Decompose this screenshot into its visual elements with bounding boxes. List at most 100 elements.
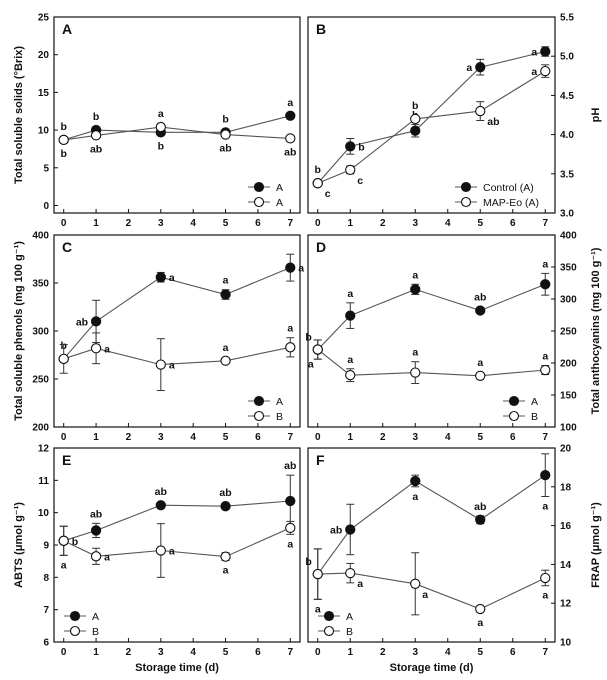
x-tick-label: 5	[477, 432, 483, 443]
significance-letter: a	[223, 342, 229, 354]
y-tick-label: 4.0	[560, 130, 574, 141]
data-point	[410, 475, 421, 487]
significance-letter: b	[93, 111, 99, 123]
legend: AA	[248, 181, 283, 209]
y-tick-label: 3.5	[560, 169, 574, 180]
panel-d: D 0 1 2 3 4 5 6 7 100 150 200 250 300 350 400 Total anth…	[305, 231, 602, 444]
x-tick-label: 1	[347, 647, 353, 658]
legend-label: Control (A)	[483, 182, 534, 194]
legend-marker	[69, 610, 81, 622]
panel-b: B012345673.03.54.04.55.05.5pHbbbaaccbaba…	[307, 13, 602, 229]
x-tick-label: 5	[223, 647, 229, 658]
legend-label: B	[92, 626, 99, 638]
data-point	[312, 344, 323, 355]
legend: AB	[318, 610, 353, 638]
series-open: a a a a a	[58, 520, 296, 578]
y-axis-label: pH	[590, 108, 602, 123]
data-point	[155, 359, 166, 370]
series-filled: b ab ab ab ab	[58, 460, 296, 556]
significance-letter: a	[542, 501, 548, 513]
significance-letter: a	[466, 62, 472, 74]
data-point	[345, 164, 356, 176]
legend-marker	[253, 395, 265, 407]
significance-letter: b	[305, 332, 311, 344]
y-tick-label: 200	[32, 423, 49, 434]
y-tick-label: 5.0	[560, 52, 574, 63]
significance-letter: a	[287, 538, 293, 550]
x-tick-label: 0	[61, 218, 67, 229]
legend: Control (A) MAP-Eo (A)	[455, 181, 539, 209]
significance-letter: ab	[90, 508, 102, 520]
y-tick-label: 3.0	[560, 209, 574, 220]
significance-letter: b	[412, 100, 418, 112]
x-tick-label: 5	[477, 218, 483, 229]
x-tick-label: 7	[288, 218, 294, 229]
y-tick-label: 18	[560, 482, 572, 493]
panel-letter: D	[316, 239, 326, 255]
legend-label: B	[346, 626, 353, 638]
legend: AB	[503, 395, 538, 423]
panel-letter: B	[316, 21, 326, 37]
y-tick-label: 20	[38, 50, 50, 61]
legend-label: B	[276, 411, 283, 423]
significance-letter: ab	[219, 487, 231, 499]
y-tick-label: 10	[38, 126, 50, 137]
y-tick-label: 150	[560, 391, 577, 402]
x-tick-label: 4	[445, 218, 451, 229]
x-tick-label: 5	[477, 647, 483, 658]
significance-letter: a	[412, 269, 418, 281]
significance-letter: b	[72, 536, 78, 548]
significance-letter: b	[315, 164, 321, 176]
significance-letter: ab	[330, 524, 342, 536]
significance-letter: b	[305, 556, 311, 568]
legend-marker	[253, 181, 265, 193]
plot-frame	[307, 16, 556, 214]
significance-letter: a	[104, 343, 110, 355]
series-open: b ab a ab ab	[58, 108, 296, 160]
significance-letter: c	[325, 188, 331, 200]
y-tick-label: 200	[560, 359, 577, 370]
x-tick-label: 5	[223, 218, 229, 229]
x-tick-label: 6	[510, 218, 516, 229]
data-point	[220, 129, 231, 140]
legend-marker	[460, 196, 472, 208]
y-tick-label: 350	[560, 263, 577, 274]
significance-letter: b	[60, 121, 66, 133]
x-tick-label: 1	[93, 218, 99, 229]
data-point	[475, 603, 486, 615]
significance-letter: a	[542, 590, 548, 602]
data-point	[90, 316, 102, 327]
x-tick-label: 3	[158, 647, 164, 658]
y-tick-label: 10	[560, 638, 572, 649]
data-point	[410, 367, 421, 378]
legend-label: A	[346, 611, 353, 623]
significance-letter: b	[358, 141, 364, 153]
significance-letter: a	[287, 323, 293, 335]
data-point	[540, 572, 551, 584]
x-tick-label: 7	[542, 218, 548, 229]
data-point	[155, 545, 166, 556]
data-point	[90, 525, 102, 536]
significance-letter: a	[315, 603, 321, 615]
legend: AB	[248, 395, 283, 423]
significance-letter: a	[357, 578, 363, 590]
x-tick-label: 6	[255, 647, 261, 658]
x-tick-label: 4	[190, 432, 196, 443]
panel-letter: F	[316, 452, 325, 468]
legend-marker	[323, 625, 335, 637]
panel-letter: C	[62, 239, 72, 255]
data-point	[345, 141, 356, 152]
panel-a: A 0 1 2 3 4 5 6 7 0 5 10 15 20 25 Total soluble solids …	[13, 13, 301, 229]
panel-letter: A	[62, 21, 72, 37]
x-tick-label: 6	[255, 218, 261, 229]
x-tick-label: 3	[158, 432, 164, 443]
x-tick-label: 3	[412, 647, 418, 658]
data-point	[285, 342, 296, 353]
data-point	[345, 567, 356, 579]
y-tick-label: 12	[38, 444, 50, 455]
significance-letter: ab	[76, 316, 88, 328]
data-point	[155, 500, 166, 511]
data-point	[220, 501, 231, 512]
data-point	[410, 578, 421, 589]
